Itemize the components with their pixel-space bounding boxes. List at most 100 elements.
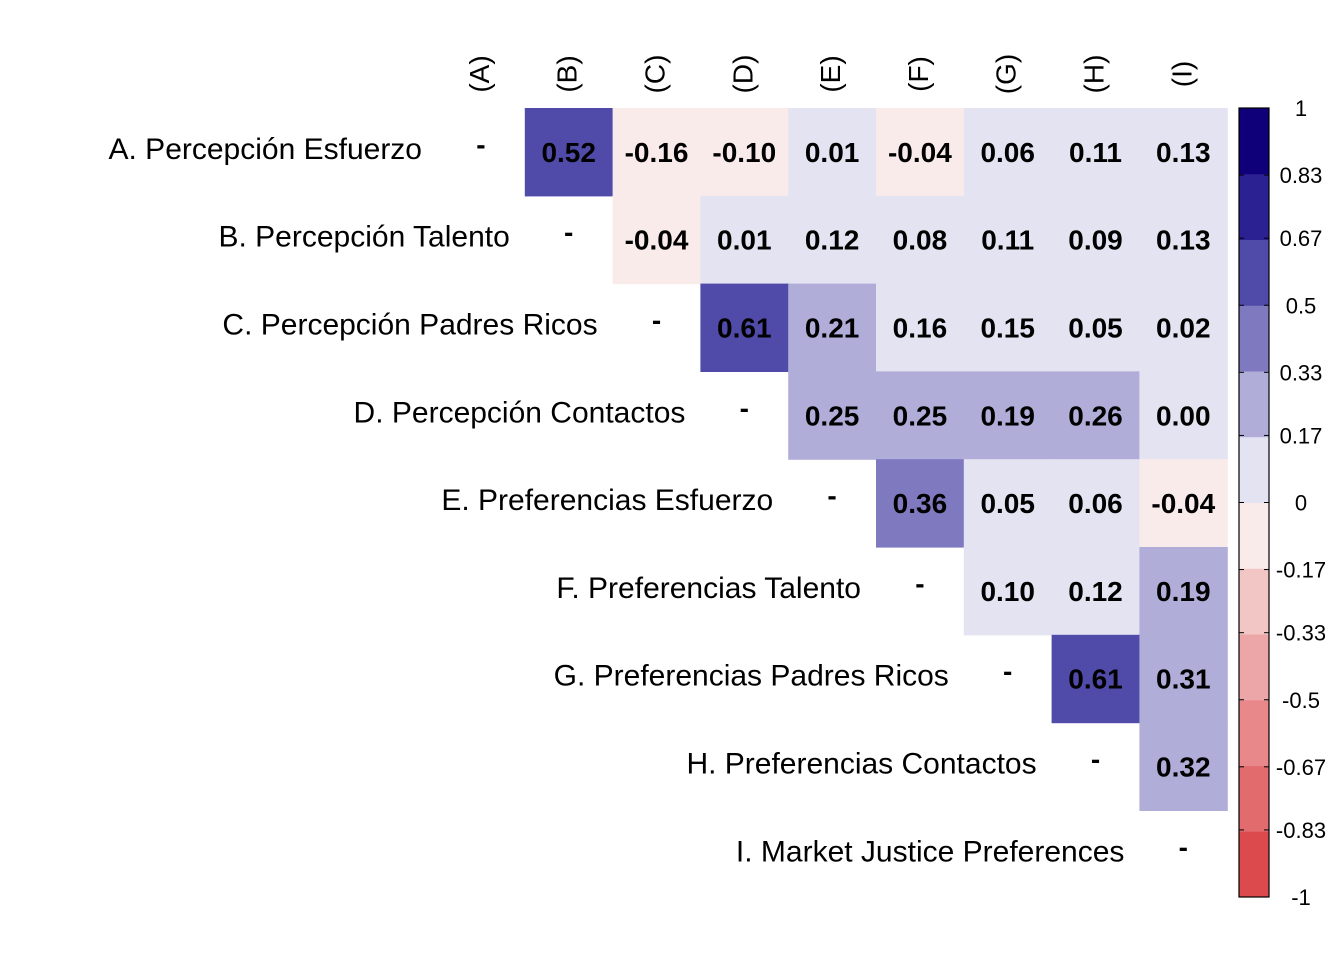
heatmap-cell-4-7 bbox=[1051, 459, 1140, 548]
cell-value-label: -0.04 bbox=[1151, 488, 1215, 519]
legend-tick-label: 0.33 bbox=[1280, 360, 1323, 385]
heatmap-cell-1-5 bbox=[876, 195, 965, 285]
heatmap-cell-2-7 bbox=[1051, 283, 1140, 372]
cell-value-label: 0.61 bbox=[717, 313, 772, 344]
cell-value-label: 0.10 bbox=[980, 576, 1035, 607]
cell-value-label: 0.06 bbox=[980, 137, 1035, 168]
cell-value-label: 0.16 bbox=[893, 313, 948, 344]
cell-value-label: 0.61 bbox=[1068, 664, 1123, 695]
cell-value-label: -0.16 bbox=[625, 137, 689, 168]
cell-value-label: 0.52 bbox=[541, 137, 596, 168]
cell-value-label: 0.32 bbox=[1156, 752, 1211, 783]
legend-tick-label: -1 bbox=[1291, 885, 1311, 910]
diagonal-marker: - bbox=[915, 568, 924, 599]
legend-bin bbox=[1239, 371, 1269, 438]
heatmap-cell-1-7 bbox=[1051, 195, 1140, 285]
column-label-5: (F) bbox=[903, 56, 934, 92]
diagonal-marker: - bbox=[476, 129, 485, 160]
column-label-8: (I) bbox=[1166, 61, 1197, 87]
legend-tick-label: -0.5 bbox=[1282, 688, 1320, 713]
heatmap-cell-4-8 bbox=[1139, 459, 1228, 548]
cell-value-label: 0.01 bbox=[805, 137, 860, 168]
row-label-2: C. Percepción Padres Ricos bbox=[222, 309, 597, 342]
column-label-4: (E) bbox=[815, 55, 846, 92]
column-labels: (A) (B) (C) (D) (E) (F) (G) (H) (I) bbox=[464, 54, 1197, 94]
legend-bin bbox=[1239, 436, 1269, 503]
heatmap-cell-4-6 bbox=[963, 459, 1053, 548]
heatmap-cell-0-3 bbox=[700, 108, 789, 197]
diagonal-markers: - - - - - - - - - bbox=[476, 129, 1188, 862]
legend-bin bbox=[1239, 634, 1269, 701]
cell-value-label: 0.31 bbox=[1156, 664, 1211, 695]
row-label-5: F. Preferencias Talento bbox=[556, 572, 861, 605]
heatmap-cell-2-5 bbox=[876, 283, 965, 372]
legend-tick-label: 1 bbox=[1295, 96, 1307, 121]
legend-tick-label: 0.83 bbox=[1280, 163, 1323, 188]
color-legend: -1 -0.83 -0.67 -0.5 -0.33 -0.17 0 0.17 0.33 0.5 0.… bbox=[1238, 96, 1326, 910]
diagonal-marker: - bbox=[1091, 744, 1100, 775]
legend-tick-label: -0.17 bbox=[1276, 558, 1326, 583]
legend-bin bbox=[1239, 108, 1269, 175]
diagonal-marker: - bbox=[652, 305, 661, 336]
cell-value-label: 0.21 bbox=[805, 313, 860, 344]
legend-bin bbox=[1239, 765, 1269, 832]
cell-value-label: 0.15 bbox=[980, 313, 1035, 344]
legend-bin bbox=[1239, 502, 1269, 569]
column-label-0: (A) bbox=[464, 55, 495, 92]
column-label-3: (D) bbox=[727, 55, 758, 94]
cell-value-label: 0.00 bbox=[1156, 400, 1211, 431]
heatmap-cell-5-7 bbox=[1051, 547, 1140, 636]
diagonal-marker: - bbox=[1003, 656, 1012, 687]
column-label-2: (C) bbox=[640, 55, 671, 94]
cell-value-label: 0.19 bbox=[1156, 576, 1211, 607]
legend-tick-label: 0.67 bbox=[1280, 226, 1323, 251]
cell-value-label: 0.19 bbox=[980, 400, 1035, 431]
heatmap-cell-2-4 bbox=[788, 283, 877, 372]
cell-value-label: 0.01 bbox=[717, 225, 772, 256]
heatmap-cell-1-6 bbox=[963, 195, 1053, 285]
row-label-1: B. Percepción Talento bbox=[218, 221, 509, 254]
heatmap-cell-2-3 bbox=[700, 283, 789, 372]
row-label-6: G. Preferencias Padres Ricos bbox=[554, 660, 949, 693]
cell-value-label: 0.12 bbox=[805, 225, 860, 256]
heatmap-cell-1-2 bbox=[612, 195, 701, 285]
heatmap-cell-5-8 bbox=[1139, 547, 1228, 636]
heatmap-cell-1-4 bbox=[788, 195, 877, 285]
column-label-7: (H) bbox=[1079, 55, 1110, 94]
heatmap-cell-7-8 bbox=[1139, 722, 1228, 811]
heatmap-cell-1-3 bbox=[700, 195, 789, 285]
heatmap-cell-3-4 bbox=[788, 371, 877, 460]
diagonal-marker: - bbox=[1179, 831, 1188, 862]
row-label-4: E. Preferencias Esfuerzo bbox=[441, 484, 773, 517]
legend-bin bbox=[1239, 699, 1269, 766]
cell-value-label: 0.11 bbox=[1069, 137, 1122, 168]
heatmap-cell-0-6 bbox=[963, 108, 1053, 197]
legend-bin bbox=[1239, 305, 1269, 372]
heatmap-cell-0-8 bbox=[1139, 108, 1228, 197]
diagonal-marker: - bbox=[564, 217, 573, 248]
cell-value-label: 0.13 bbox=[1156, 225, 1211, 256]
heatmap-cell-0-7 bbox=[1051, 108, 1140, 197]
heatmap-cell-3-6 bbox=[963, 371, 1053, 460]
cell-value-label: -0.04 bbox=[888, 137, 952, 168]
diagonal-marker: - bbox=[827, 480, 836, 511]
heatmap-cell-6-8 bbox=[1139, 634, 1228, 724]
cell-value-label: -0.10 bbox=[712, 137, 776, 168]
row-label-8: I. Market Justice Preferences bbox=[736, 835, 1124, 868]
legend-tick-label: 0.17 bbox=[1280, 423, 1323, 448]
cell-value-label: 0.13 bbox=[1156, 137, 1211, 168]
cell-value-label: 0.05 bbox=[1068, 313, 1123, 344]
legend-tick-label: -0.33 bbox=[1276, 621, 1326, 646]
cell-value-label: 0.05 bbox=[980, 488, 1035, 519]
heatmap-cell-2-6 bbox=[963, 283, 1053, 372]
cell-value-label: 0.09 bbox=[1068, 225, 1123, 256]
row-label-0: A. Percepción Esfuerzo bbox=[109, 133, 423, 166]
cell-value-label: 0.06 bbox=[1068, 488, 1123, 519]
heatmap-cell-0-1 bbox=[524, 108, 614, 197]
row-labels: A. Percepción Esfuerzo B. Percepción Tale… bbox=[109, 133, 1125, 868]
cell-value-label: 0.02 bbox=[1156, 313, 1211, 344]
legend-bin bbox=[1239, 831, 1269, 898]
heatmap-cell-3-7 bbox=[1051, 371, 1140, 460]
cell-value-label: 0.08 bbox=[893, 225, 948, 256]
